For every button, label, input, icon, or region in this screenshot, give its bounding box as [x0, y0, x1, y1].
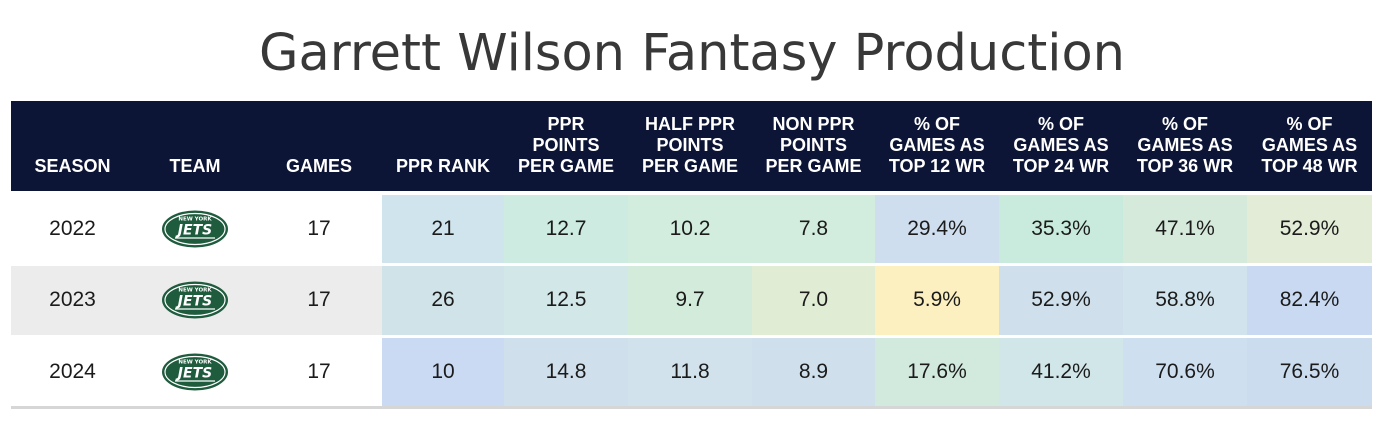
column-header-line: TOP 48 WR [1261, 156, 1358, 176]
games-cell: 17 [256, 262, 382, 336]
stat-cell: 5.9% [875, 262, 999, 336]
stat-cell: 52.9% [999, 262, 1123, 336]
stat-cell: 52.9% [1247, 191, 1372, 264]
column-header: % OF GAMES AS TOP 48 WR [1247, 101, 1372, 193]
column-header: NON PPR POINTS PER GAME [752, 101, 875, 193]
column-header-line: TEAM [169, 156, 221, 176]
stat-cell: 7.0 [752, 262, 875, 336]
column-header: % OF GAMES AS TOP 12 WR [875, 101, 999, 193]
column-header-line: PPR [547, 114, 585, 134]
column-header-line: SEASON [34, 156, 111, 176]
stat-cell: 7.8 [752, 191, 875, 264]
games-cell: 17 [256, 334, 382, 409]
column-header-line: GAMES [285, 156, 352, 176]
logo-text-main: JETS [175, 365, 212, 381]
games-cell: 17 [256, 191, 382, 264]
column-header-line: PER GAME [517, 156, 614, 176]
stat-cell: 12.5 [504, 262, 628, 336]
stat-cell: 14.8 [504, 334, 628, 409]
stat-cell: 11.8 [628, 334, 752, 409]
stat-cell: 70.6% [1123, 334, 1247, 409]
column-header: GAMES [256, 101, 382, 193]
column-header: PPR RANK [382, 101, 504, 193]
column-header-line: GAMES AS [1137, 135, 1233, 155]
column-header-line: PER GAME [641, 156, 738, 176]
column-header-line: PPR RANK [395, 156, 490, 176]
stats-table: SEASON TEAM GAMES PPR RANK PPR POINTS PER GAME… [11, 101, 1372, 409]
column-header: PPR POINTS PER GAME [504, 101, 628, 193]
team-cell: NEW YORK JETS [134, 262, 256, 336]
column-header: % OF GAMES AS TOP 24 WR [999, 101, 1123, 193]
column-header-line: PER GAME [765, 156, 862, 176]
column-header-line: % OF [1037, 114, 1084, 134]
column-header: TEAM [134, 101, 256, 193]
season-cell: 2023 [11, 262, 134, 336]
logo-text-top: NEW YORK [178, 359, 212, 365]
column-header-line: POINTS [532, 135, 600, 155]
chart-title: Garrett Wilson Fantasy Production [258, 24, 1125, 83]
logo-text-top: NEW YORK [178, 216, 212, 222]
column-header-line: % OF [1161, 114, 1208, 134]
stat-cell: 8.9 [752, 334, 875, 409]
column-header-line: POINTS [656, 135, 724, 155]
stat-cell: 76.5% [1247, 334, 1372, 409]
stat-cell: 29.4% [875, 191, 999, 264]
header-row: SEASON TEAM GAMES PPR RANK PPR POINTS PER GAME… [11, 101, 1372, 193]
stat-cell: 26 [382, 262, 504, 336]
logo-text-main: JETS [175, 222, 212, 238]
column-header-line: HALF PPR [645, 114, 735, 134]
stat-cell: 21 [382, 191, 504, 264]
column-header-line: % OF [1286, 114, 1333, 134]
stat-cell: 58.8% [1123, 262, 1247, 336]
column-header: HALF PPR POINTS PER GAME [628, 101, 752, 193]
table-row: 2024 NEW YORK JETS 17 10 14.8 11.8 8.9 17.6% 41.2… [11, 334, 1372, 409]
table-row: 2023 NEW YORK JETS 17 26 12.5 9.7 7.0 5.9% 52.9% 5… [11, 262, 1372, 336]
column-header-line: NON PPR [772, 114, 855, 134]
stat-cell: 82.4% [1247, 262, 1372, 336]
column-header: SEASON [11, 101, 134, 193]
team-cell: NEW YORK JETS [134, 191, 256, 264]
column-header-line: GAMES AS [889, 135, 985, 155]
logo-text-top: NEW YORK [178, 288, 212, 294]
column-header-line: TOP 12 WR [888, 156, 986, 176]
table-row: 2022 NEW YORK JETS 17 21 12.7 10.2 7.8 29.4% 35.3… [11, 191, 1372, 264]
column-header-line: GAMES AS [1261, 135, 1358, 155]
season-cell: 2024 [11, 334, 134, 409]
stat-cell: 10.2 [628, 191, 752, 264]
logo-text-main: JETS [175, 294, 212, 310]
stat-cell: 35.3% [999, 191, 1123, 264]
stat-cell: 12.7 [504, 191, 628, 264]
column-header-line: POINTS [779, 135, 847, 155]
column-header-line: TOP 24 WR [1012, 156, 1110, 176]
season-cell: 2022 [11, 191, 134, 264]
column-header-line: % OF [913, 114, 960, 134]
stat-cell: 9.7 [628, 262, 752, 336]
stat-cell: 10 [382, 334, 504, 409]
stat-cell: 17.6% [875, 334, 999, 409]
column-header-line: TOP 36 WR [1136, 156, 1234, 176]
team-cell: NEW YORK JETS [134, 334, 256, 409]
column-header-line: GAMES AS [1013, 135, 1109, 155]
column-header: % OF GAMES AS TOP 36 WR [1123, 101, 1247, 193]
stat-cell: 47.1% [1123, 191, 1247, 264]
stat-cell: 41.2% [999, 334, 1123, 409]
